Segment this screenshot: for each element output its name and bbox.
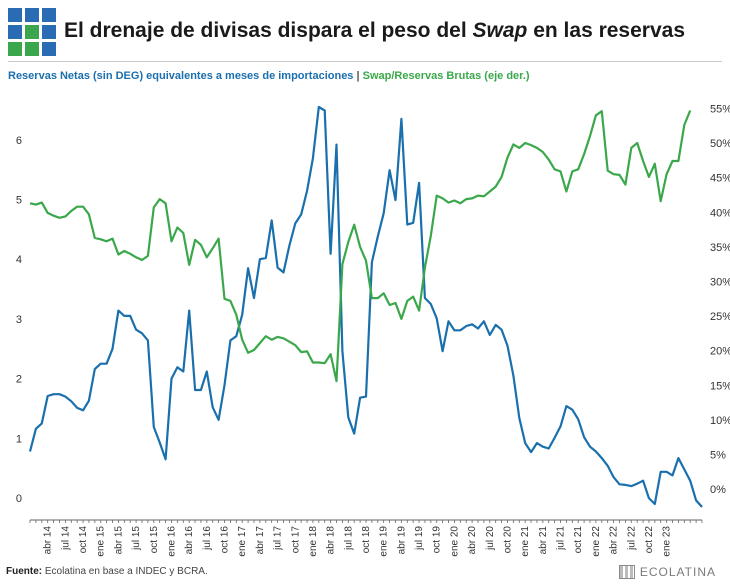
y-right-tick-label: 30%: [710, 276, 730, 288]
x-tick-label: ene 16: [166, 526, 177, 557]
x-tick-label: abr 17: [255, 526, 266, 555]
brand-logo-grid: [8, 8, 56, 56]
x-tick-label: oct 15: [149, 526, 160, 554]
x-tick-label: abr 16: [184, 526, 195, 555]
x-tick-label: jul 21: [556, 526, 567, 551]
subtitle-left-series: Reservas Netas (sin DEG) equivalentes a …: [8, 70, 354, 82]
x-tick-label: ene 18: [308, 526, 319, 557]
y-left-tick-label: 1: [16, 433, 22, 445]
x-tick-label: ene 21: [520, 526, 531, 557]
y-axis-right: 0% 5% 10% 15% 20% 25% 30% 35% 40% 45% 50% 55%: [710, 103, 730, 496]
y-right-tick-label: 55%: [710, 103, 730, 115]
x-tick-label: oct 19: [432, 526, 443, 554]
series-line-swap-reservas: [29, 110, 692, 383]
y-right-tick-label: 25%: [710, 311, 730, 323]
title-divider: [8, 61, 722, 62]
y-left-tick-label: 3: [16, 314, 22, 326]
x-tick-label: oct 20: [502, 526, 513, 554]
series-layer: [28, 105, 703, 508]
y-left-tick-label: 6: [16, 135, 22, 147]
chart-title-italic: Swap: [472, 19, 528, 42]
y-right-tick-label: 0%: [710, 484, 726, 496]
x-tick-label: jul 19: [414, 526, 425, 551]
x-tick-label: oct 14: [78, 526, 89, 554]
brand-mark-icon: [618, 565, 635, 579]
series-line-reservas-netas: [28, 105, 703, 508]
x-tick-label: oct 16: [220, 526, 231, 554]
y-left-tick-label: 0: [16, 493, 22, 505]
x-tick-label: ene 23: [662, 526, 673, 557]
x-tick-label: ene 19: [379, 526, 390, 557]
x-tick-label: abr 19: [396, 526, 407, 555]
y-left-tick-label: 5: [16, 195, 22, 207]
x-tick-label: abr 21: [538, 526, 549, 555]
line-chart: 0 1 2 3 4 5 6 0% 5% 10% 15% 20% 25% 30% 35% 40% 45% 50% 5…: [16, 103, 730, 557]
x-tick-label: jul 22: [626, 526, 637, 551]
subtitle-right-series: Swap/Reservas Brutas (eje der.): [362, 70, 530, 82]
x-tick-label: abr 20: [467, 526, 478, 555]
x-tick-label: jul 20: [485, 526, 496, 551]
x-tick-label: abr 22: [609, 526, 620, 555]
y-right-tick-label: 45%: [710, 173, 730, 185]
x-tick-label: ene 20: [449, 526, 460, 557]
y-right-tick-label: 10%: [710, 415, 730, 427]
x-tick-label: oct 18: [361, 526, 372, 554]
brand-footer: ECOLATINA: [618, 565, 716, 579]
x-tick-label: abr 14: [43, 526, 54, 555]
chart-subtitle: Reservas Netas (sin DEG) equivalentes a …: [8, 70, 530, 82]
x-tick-label: jul 17: [273, 526, 284, 551]
source-note: Fuente: Ecolatina en base a INDEC y BCRA…: [6, 566, 208, 577]
x-tick-label: jul 15: [131, 526, 142, 551]
x-tick-label: oct 22: [644, 526, 655, 554]
y-right-tick-label: 50%: [710, 138, 730, 150]
y-right-tick-label: 40%: [710, 207, 730, 219]
x-axis: abr 14 jul 14 oct 14 ene 15 abr 15 jul 15 oct …: [29, 519, 703, 557]
x-tick-label: jul 14: [60, 526, 71, 551]
y-right-tick-label: 5%: [710, 450, 726, 462]
chart-title: El drenaje de divisas dispara el peso de…: [64, 19, 685, 42]
x-tick-label: oct 17: [290, 526, 301, 554]
x-tick-label: jul 18: [343, 526, 354, 551]
x-tick-label: ene 22: [591, 526, 602, 557]
y-left-tick-label: 2: [16, 374, 22, 386]
y-axis-left: 0 1 2 3 4 5 6: [16, 135, 22, 505]
x-tick-label: jul 16: [202, 526, 213, 551]
x-tick-label: ene 15: [96, 526, 107, 557]
y-left-tick-label: 4: [16, 254, 22, 266]
y-right-tick-label: 35%: [710, 242, 730, 254]
x-tick-label: abr 18: [326, 526, 337, 555]
y-right-tick-label: 20%: [710, 346, 730, 358]
x-tick-label: abr 15: [113, 526, 124, 555]
y-right-tick-label: 15%: [710, 380, 730, 392]
x-tick-label: oct 21: [573, 526, 584, 554]
x-tick-label: ene 17: [237, 526, 248, 557]
